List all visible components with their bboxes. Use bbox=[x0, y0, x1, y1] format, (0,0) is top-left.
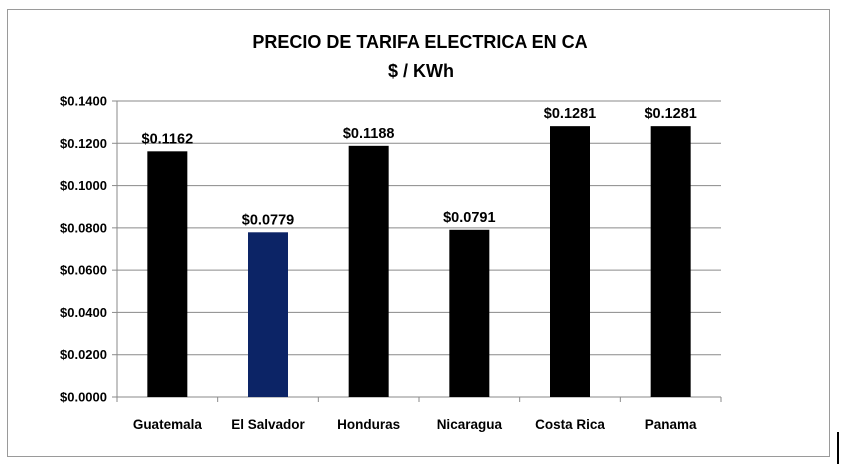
chart-title-line-1: PRECIO DE TARIFA ELECTRICA EN CA bbox=[252, 32, 587, 52]
axes bbox=[112, 100, 722, 402]
bar-honduras bbox=[348, 145, 389, 397]
edge-line bbox=[837, 432, 839, 464]
data-label: $0.1188 bbox=[343, 126, 395, 142]
data-label: $0.0791 bbox=[443, 210, 495, 226]
bar-nicaragua bbox=[449, 229, 490, 397]
data-label: $0.1162 bbox=[142, 131, 194, 147]
category-label: Panama bbox=[645, 417, 697, 432]
data-labels: $0.1162 $0.0779 $0.1188 $0.0791 $0.1281 $0.12… bbox=[142, 106, 697, 228]
y-tick-label: $0.0600 bbox=[60, 263, 107, 278]
bar-panama bbox=[650, 126, 691, 397]
data-label: $0.0779 bbox=[242, 212, 294, 228]
category-label: Honduras bbox=[337, 417, 400, 432]
data-label: $0.1281 bbox=[644, 106, 696, 122]
category-label: Nicaragua bbox=[437, 417, 503, 432]
y-tick-label: $0.0000 bbox=[60, 390, 107, 405]
y-tick-label: $0.0200 bbox=[60, 347, 107, 362]
category-label: El Salvador bbox=[231, 417, 305, 432]
category-label: Guatemala bbox=[133, 417, 203, 432]
chart-area bbox=[7, 9, 830, 457]
x-axis-categories: Guatemala El Salvador Honduras Nicaragua Cos… bbox=[133, 417, 697, 432]
y-tick-label: $0.1200 bbox=[60, 136, 107, 151]
bar-guatemala bbox=[147, 151, 188, 397]
y-axis-ticks: $0.0000 $0.0200 $0.0400 $0.0600 $0.0800 $0.10… bbox=[60, 94, 107, 405]
bar-costa-rica bbox=[550, 126, 590, 397]
chart-title-line-2: $ / KWh bbox=[388, 61, 454, 81]
category-label: Costa Rica bbox=[535, 417, 605, 432]
bars bbox=[147, 126, 691, 397]
gridlines bbox=[117, 100, 721, 356]
y-tick-label: $0.0400 bbox=[60, 305, 107, 320]
y-tick-label: $0.0800 bbox=[60, 220, 107, 235]
y-tick-label: $0.1400 bbox=[60, 94, 107, 109]
data-label: $0.1281 bbox=[544, 106, 596, 122]
y-tick-label: $0.1000 bbox=[60, 178, 107, 193]
bar-el-salvador bbox=[248, 232, 288, 397]
